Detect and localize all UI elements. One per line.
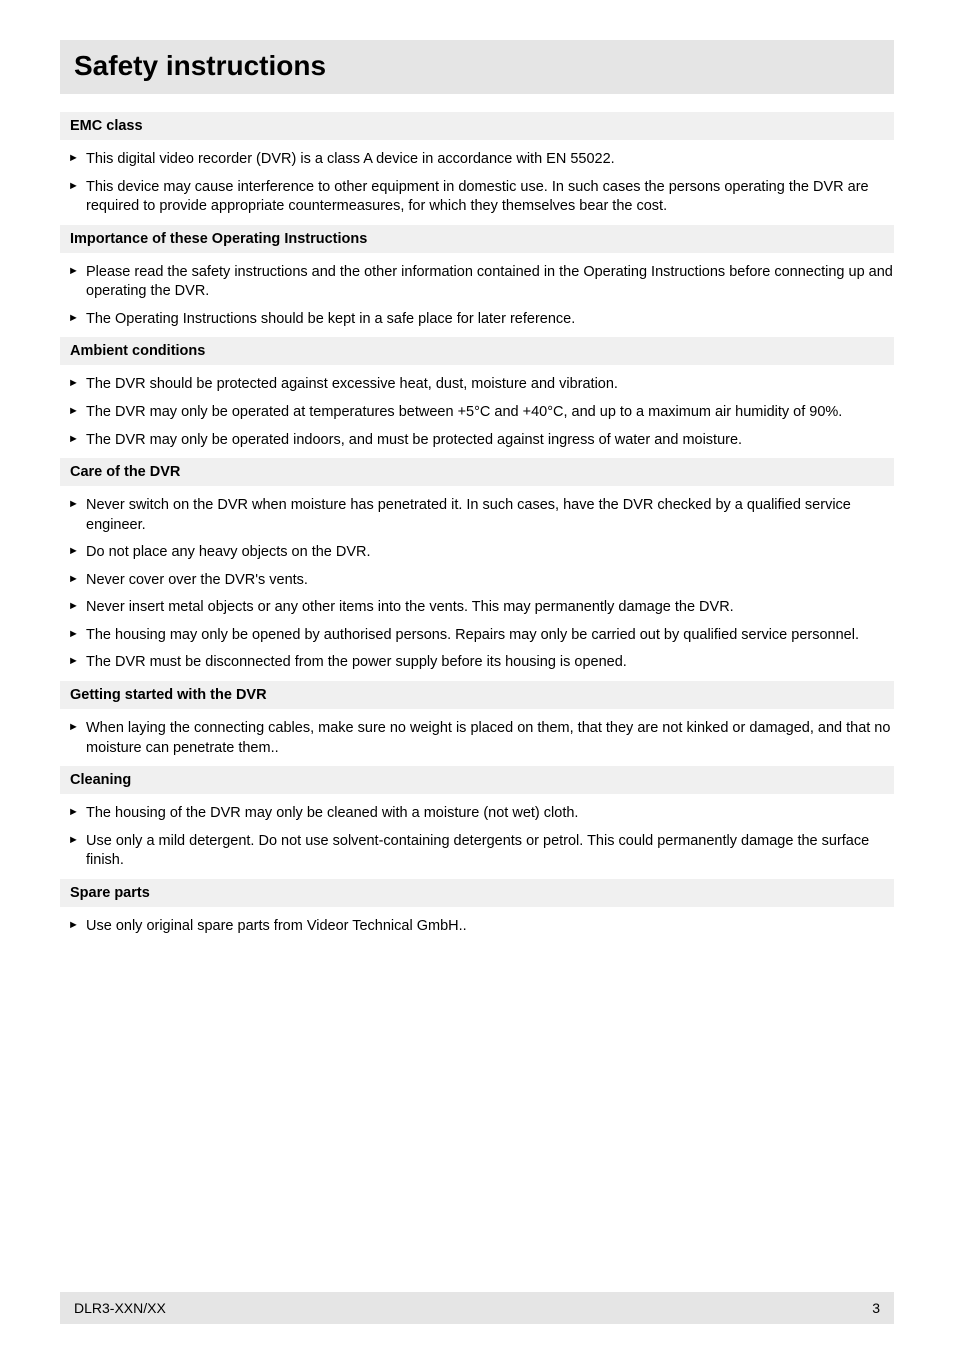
bullet-item: Use only original spare parts from Video… <box>60 917 894 937</box>
bullet-item: The housing of the DVR may only be clean… <box>60 804 894 824</box>
bullet-item: Do not place any heavy objects on the DV… <box>60 543 894 563</box>
section-heading: Care of the DVR <box>60 458 894 486</box>
bullet-item: The housing may only be opened by author… <box>60 626 894 646</box>
bullet-item: The DVR may only be operated at temperat… <box>60 403 894 423</box>
bullet-item: Never cover over the DVR's vents. <box>60 571 894 591</box>
document-page: Safety instructions EMC class This digita… <box>0 0 954 1354</box>
section-heading: Ambient conditions <box>60 337 894 365</box>
bullet-list: Please read the safety instructions and … <box>60 263 894 330</box>
page-title-bar: Safety instructions <box>60 40 894 94</box>
sections-container: EMC class This digital video recorder (DV… <box>60 112 894 936</box>
section-heading: Importance of these Operating Instructio… <box>60 225 894 253</box>
footer-page-number: 3 <box>872 1300 880 1316</box>
bullet-list: This digital video recorder (DVR) is a c… <box>60 150 894 217</box>
section-heading: EMC class <box>60 112 894 140</box>
footer-model: DLR3-XXN/XX <box>74 1300 166 1316</box>
bullet-item: The DVR may only be operated indoors, an… <box>60 431 894 451</box>
bullet-list: The DVR should be protected against exce… <box>60 375 894 450</box>
bullet-list: The housing of the DVR may only be clean… <box>60 804 894 871</box>
bullet-item: Use only a mild detergent. Do not use so… <box>60 832 894 871</box>
bullet-item: Please read the safety instructions and … <box>60 263 894 302</box>
section-heading: Getting started with the DVR <box>60 681 894 709</box>
bullet-item: This digital video recorder (DVR) is a c… <box>60 150 894 170</box>
bullet-item: The Operating Instructions should be kep… <box>60 310 894 330</box>
section-heading: Cleaning <box>60 766 894 794</box>
bullet-item: The DVR should be protected against exce… <box>60 375 894 395</box>
bullet-item: This device may cause interference to ot… <box>60 178 894 217</box>
bullet-item: Never insert metal objects or any other … <box>60 598 894 618</box>
bullet-list: Use only original spare parts from Video… <box>60 917 894 937</box>
bullet-list: When laying the connecting cables, make … <box>60 719 894 758</box>
bullet-list: Never switch on the DVR when moisture ha… <box>60 496 894 673</box>
bullet-item: The DVR must be disconnected from the po… <box>60 653 894 673</box>
page-footer: DLR3-XXN/XX 3 <box>60 1292 894 1324</box>
bullet-item: When laying the connecting cables, make … <box>60 719 894 758</box>
section-heading: Spare parts <box>60 879 894 907</box>
page-title: Safety instructions <box>74 50 880 82</box>
bullet-item: Never switch on the DVR when moisture ha… <box>60 496 894 535</box>
content-area: Safety instructions EMC class This digita… <box>60 40 894 1252</box>
